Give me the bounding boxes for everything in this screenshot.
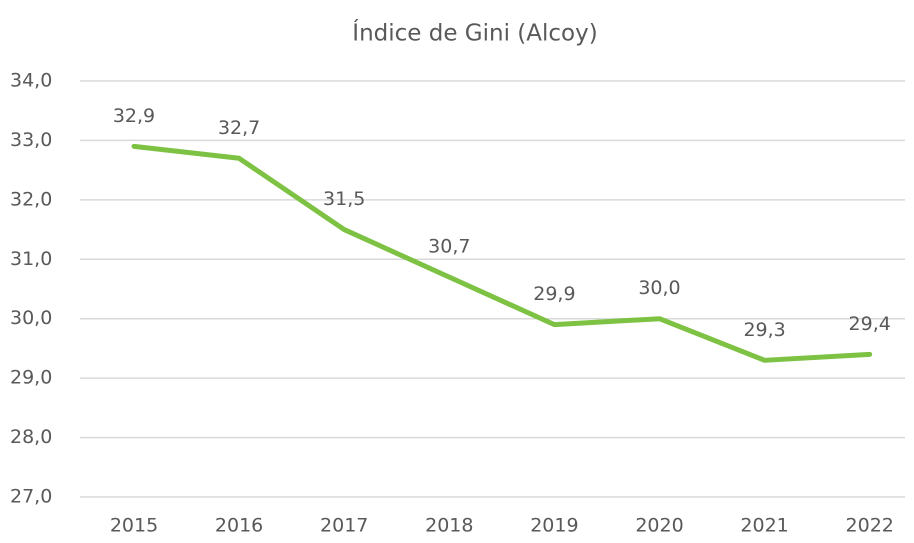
data-label: 30,0 [638, 277, 680, 299]
data-label: 29,3 [743, 319, 785, 341]
x-tick-label: 2017 [320, 515, 368, 537]
y-tick-label: 30,0 [10, 307, 52, 329]
x-tick-label: 2020 [635, 515, 683, 537]
data-label: 31,5 [323, 188, 365, 210]
x-tick-label: 2016 [215, 515, 263, 537]
data-line [131, 143, 873, 363]
y-tick-label: 34,0 [10, 70, 52, 92]
x-tick-label: 2018 [425, 515, 473, 537]
chart-title: Índice de Gini (Alcoy) [352, 19, 597, 47]
data-label: 29,4 [849, 313, 891, 335]
y-tick-label: 27,0 [10, 486, 52, 508]
x-tick-label: 2015 [110, 515, 158, 537]
x-tick-label: 2019 [530, 515, 578, 537]
y-tick-label: 28,0 [10, 426, 52, 448]
data-label: 30,7 [428, 236, 470, 258]
y-tick-label: 32,0 [10, 188, 52, 210]
data-label: 32,7 [218, 117, 260, 139]
data-label: 32,9 [113, 105, 155, 127]
y-tick-label: 31,0 [10, 248, 52, 270]
y-tick-label: 33,0 [10, 129, 52, 151]
x-tick-label: 2021 [740, 515, 788, 537]
y-tick-label: 29,0 [10, 367, 52, 389]
x-tick-label: 2022 [846, 515, 894, 537]
data-label: 29,9 [533, 283, 575, 305]
